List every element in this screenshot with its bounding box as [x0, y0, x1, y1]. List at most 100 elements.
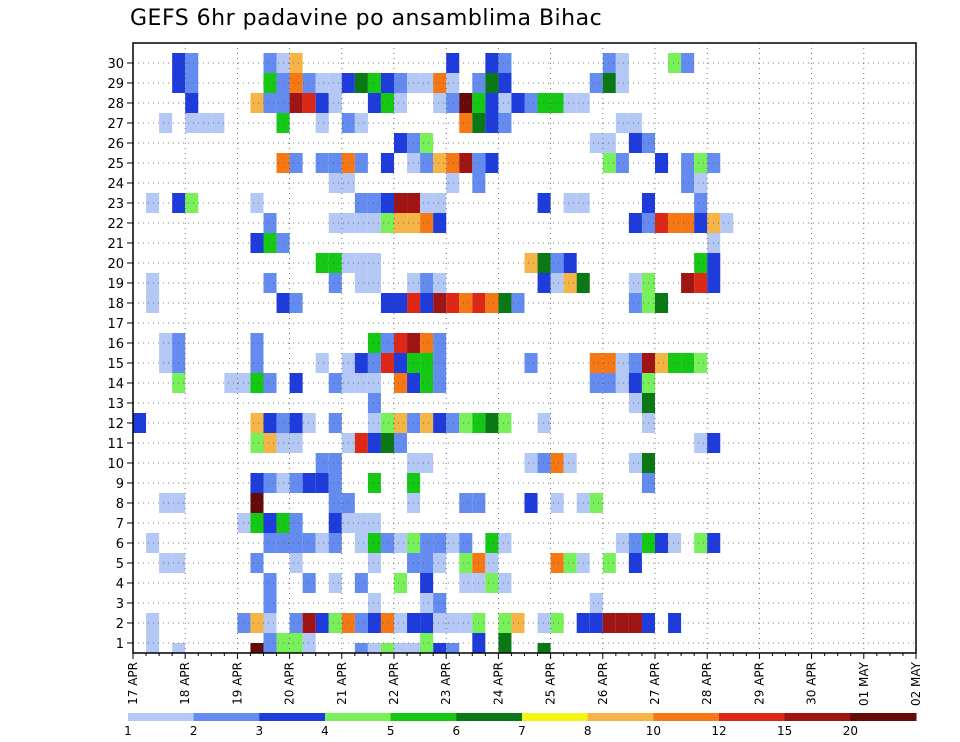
heatmap-cell	[668, 613, 682, 633]
heatmap-cell	[485, 533, 499, 553]
heatmap-cell	[315, 533, 329, 553]
heatmap-cell	[159, 353, 173, 373]
heatmap-cell	[354, 213, 368, 233]
heatmap-cell	[146, 193, 160, 213]
heatmap-cell	[602, 73, 616, 93]
colorbar-segment	[653, 713, 720, 721]
heatmap-cell	[315, 353, 329, 373]
heatmap-cell	[563, 253, 577, 273]
heatmap-cell	[498, 613, 512, 633]
heatmap-cell	[159, 493, 173, 513]
heatmap-cell	[250, 513, 264, 533]
x-tick-label: 19 APR	[230, 662, 244, 705]
y-tick-label: 7	[116, 517, 124, 532]
x-tick-label: 23 APR	[439, 662, 453, 705]
heatmap-cell	[420, 593, 434, 613]
heatmap-cell	[550, 253, 564, 273]
heatmap-cell	[146, 273, 160, 293]
heatmap-cell	[380, 293, 394, 313]
colorbar-label: 1	[124, 724, 132, 738]
heatmap-cell	[433, 373, 447, 393]
heatmap-cell	[446, 153, 460, 173]
heatmap-cell	[250, 643, 264, 653]
colorbar-label: 12	[711, 724, 726, 738]
heatmap-cell	[263, 433, 277, 453]
heatmap-cell	[589, 373, 603, 393]
colorbar-segment	[456, 713, 523, 721]
heatmap-cell	[433, 73, 447, 93]
heatmap-cell	[394, 373, 408, 393]
heatmap-cell	[628, 393, 642, 413]
heatmap-cell	[589, 353, 603, 373]
heatmap-cell	[146, 293, 160, 313]
x-tick-label: 18 APR	[178, 662, 192, 705]
heatmap-cell	[668, 353, 682, 373]
heatmap-cell	[655, 353, 669, 373]
heatmap-cell	[354, 253, 368, 273]
heatmap-cell	[328, 173, 342, 193]
heatmap-cell	[328, 473, 342, 493]
heatmap-cell	[602, 53, 616, 73]
heatmap-cell	[367, 473, 381, 493]
heatmap-cell	[433, 333, 447, 353]
y-tick-label: 4	[116, 577, 124, 592]
heatmap-cell	[563, 273, 577, 293]
heatmap-cell	[289, 413, 303, 433]
heatmap-cell	[628, 213, 642, 233]
heatmap-cell	[367, 593, 381, 613]
heatmap-cell	[289, 513, 303, 533]
heatmap-cell	[628, 613, 642, 633]
colorbar-label: 15	[777, 724, 792, 738]
heatmap-cell	[250, 373, 264, 393]
colorbar-label: 10	[646, 724, 661, 738]
heatmap-cell	[550, 93, 564, 113]
heatmap-cell	[433, 353, 447, 373]
heatmap-cell	[498, 413, 512, 433]
heatmap-cell	[615, 73, 629, 93]
heatmap-cell	[628, 373, 642, 393]
heatmap-cell	[420, 133, 434, 153]
heatmap-cell	[498, 533, 512, 553]
heatmap-cell	[681, 153, 695, 173]
heatmap-cell	[407, 643, 421, 653]
x-tick-label: 24 APR	[491, 662, 505, 705]
heatmap-cell	[694, 273, 708, 293]
heatmap-cell	[289, 73, 303, 93]
heatmap-cell	[537, 613, 551, 633]
heatmap-cell	[367, 643, 381, 653]
heatmap-cell	[720, 213, 734, 233]
colorbar-segment	[390, 713, 457, 721]
heatmap-cell	[289, 53, 303, 73]
heatmap-cell	[420, 333, 434, 353]
heatmap-cell	[394, 533, 408, 553]
heatmap-cell	[485, 113, 499, 133]
heatmap-cell	[354, 643, 368, 653]
heatmap-cell	[485, 573, 499, 593]
heatmap-cell	[615, 613, 629, 633]
heatmap-cell	[367, 213, 381, 233]
heatmap-cell	[250, 433, 264, 453]
heatmap-cell	[354, 613, 368, 633]
heatmap-cell	[420, 373, 434, 393]
heatmap-cell	[302, 613, 316, 633]
heatmap-cell	[263, 373, 277, 393]
heatmap-cell	[354, 353, 368, 373]
heatmap-cell	[328, 273, 342, 293]
colorbar-label: 7	[518, 724, 526, 738]
heatmap-cell	[367, 73, 381, 93]
heatmap-cell	[537, 643, 551, 653]
heatmap-cell	[628, 553, 642, 573]
heatmap-cell	[289, 373, 303, 393]
heatmap-cell	[315, 73, 329, 93]
heatmap-cell	[433, 153, 447, 173]
heatmap-cell	[459, 553, 473, 573]
x-tick-label: 25 APR	[544, 662, 558, 705]
heatmap-cell	[524, 93, 538, 113]
heatmap-cell	[537, 413, 551, 433]
heatmap-cell	[289, 633, 303, 653]
heatmap-cell	[328, 253, 342, 273]
heatmap-cell	[250, 233, 264, 253]
y-tick-label: 29	[107, 77, 124, 92]
heatmap-cell	[328, 533, 342, 553]
heatmap-cell	[420, 193, 434, 213]
